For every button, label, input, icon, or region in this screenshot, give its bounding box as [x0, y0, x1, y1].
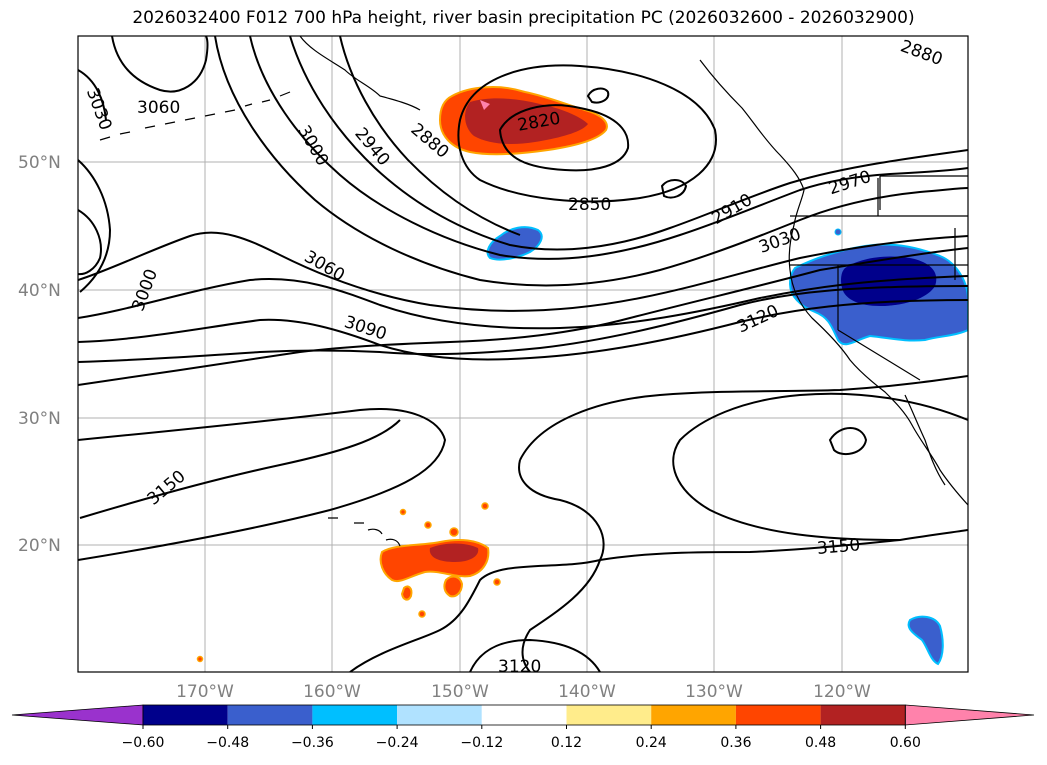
longitude-labels: 170°W 160°W 150°W 140°W 130°W 120°W — [176, 682, 871, 702]
colorbar-segment — [143, 705, 228, 725]
contour-label: 3060 — [137, 98, 180, 118]
colorbar-tick-label: −0.24 — [376, 735, 419, 751]
colorbar: −0.60 −0.48 −0.36 −0.24 −0.12 0.12 0.24 0.36 0.4… — [11, 704, 1035, 751]
colorbar-frame — [142, 704, 906, 726]
lon-tick-label: 170°W — [176, 682, 234, 702]
colorbar-tick-label: 0.24 — [636, 735, 667, 751]
colorbar-tick-label: −0.12 — [460, 735, 503, 751]
colorbar-tick-label: 0.60 — [890, 735, 921, 751]
colorbar-segment — [397, 705, 482, 725]
colorbar-segment — [312, 705, 398, 725]
lat-tick-label: 40°N — [18, 281, 61, 301]
map-frame — [77, 35, 969, 673]
colorbar-segment — [481, 705, 567, 725]
contour-label: 2850 — [568, 195, 611, 215]
map-title: 2026032400 F012 700 hPa height, river ba… — [132, 8, 915, 28]
colorbar-segment — [735, 705, 821, 725]
colorbar-extend-min — [11, 704, 144, 726]
colorbar-tick-label: 0.12 — [551, 735, 582, 751]
colorbar-tick-label: 0.48 — [805, 735, 836, 751]
colorbar-segment — [566, 705, 652, 725]
lon-tick-label: 120°W — [813, 682, 871, 702]
colorbar-segment — [227, 705, 313, 725]
lon-tick-label: 130°W — [685, 682, 743, 702]
colorbar-segment — [820, 705, 906, 725]
contour-label: 3150 — [816, 535, 861, 559]
lon-tick-label: 140°W — [558, 682, 616, 702]
colorbar-tick-label: −0.48 — [206, 735, 249, 751]
precip-negative-california — [788, 228, 968, 666]
height-contours — [78, 36, 968, 672]
contour-label: 3120 — [498, 657, 541, 677]
lat-tick-label: 30°N — [18, 409, 61, 429]
lat-tick-label: 20°N — [18, 536, 61, 556]
lon-tick-label: 160°W — [303, 682, 361, 702]
colorbar-extend-max — [904, 704, 1035, 726]
lat-tick-label: 50°N — [18, 153, 61, 173]
colorbar-tick-label: 0.36 — [720, 735, 751, 751]
precip-positive-hawaii — [196, 502, 501, 663]
colorbar-tick-label: −0.60 — [122, 735, 165, 751]
colorbar-segment — [651, 705, 736, 725]
latitude-labels: 50°N 40°N 30°N 20°N — [18, 153, 61, 556]
colorbar-tick-label: −0.36 — [291, 735, 334, 751]
lon-tick-label: 150°W — [431, 682, 489, 702]
precip-positive-gulf-of-alaska — [438, 86, 608, 156]
